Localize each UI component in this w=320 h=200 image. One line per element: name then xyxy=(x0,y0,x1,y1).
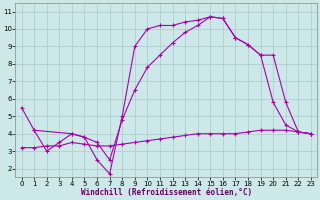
X-axis label: Windchill (Refroidissement éolien,°C): Windchill (Refroidissement éolien,°C) xyxy=(81,188,252,197)
